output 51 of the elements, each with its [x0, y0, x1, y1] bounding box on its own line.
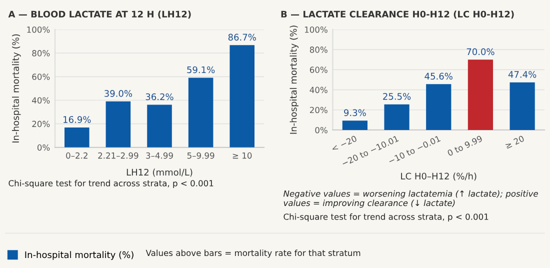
- data-label: 9.3%: [344, 109, 366, 116]
- y-tick-label: 40%: [32, 97, 50, 104]
- data-label: 70.0%: [466, 48, 494, 56]
- bar: [426, 84, 452, 130]
- x-tick-label: ≥ 10: [232, 152, 252, 159]
- text: Chi-square test for trend across strata, p < 0.001: [8, 180, 214, 188]
- y-tick-label: 40%: [310, 86, 328, 94]
- y-tick-label: 20%: [310, 106, 328, 114]
- data-label: 86.7%: [228, 34, 256, 41]
- data-label: 39.0%: [104, 90, 132, 97]
- x-tick-label: 0 to 9.99: [447, 135, 483, 156]
- x-tick-label: < −20: [331, 135, 358, 152]
- bar: [106, 101, 131, 148]
- bar: [64, 127, 90, 148]
- bar: [384, 104, 410, 130]
- chart-title: B — LACTATE CLEARANCE H0-H12 (LC H0-H12): [281, 10, 514, 19]
- y-tick-label: 0%: [37, 144, 50, 151]
- x-axis-title: LH12 (mmol/L): [126, 168, 192, 177]
- data-label: 25.5%: [383, 92, 411, 100]
- data-label: 45.6%: [424, 72, 452, 80]
- x-axis-title: LC H0–H12 (%/h): [401, 172, 476, 181]
- legend-label: In-hospital mortality (%): [25, 251, 134, 260]
- y-tick-label: 60%: [32, 74, 50, 80]
- bar: [342, 120, 368, 130]
- bar: [188, 78, 214, 148]
- text: Negative values = worsening lactatemia (↑ lactate); positive values = improving clearance (↓ lactate): [283, 190, 538, 208]
- text: Chi-square test for trend across strata, p < 0.001: [284, 213, 488, 222]
- bar: [468, 60, 494, 130]
- y-tick-label: 100%: [27, 26, 50, 33]
- y-tick-label: 80%: [310, 46, 328, 53]
- x-tick-label: 5–9.99: [187, 152, 214, 159]
- x-tick-label: 0–2.2: [66, 152, 88, 159]
- x-tick-label: 2.21–2.99: [98, 152, 138, 159]
- data-label: 36.2%: [146, 93, 174, 100]
- data-label: 59.1%: [187, 66, 215, 74]
- y-tick-label: 0%: [315, 126, 328, 134]
- bar: [147, 104, 172, 148]
- chart-title: A — BLOOD LACTATE AT 12 H (LH12): [8, 10, 191, 19]
- x-tick-label: 3–4.99: [146, 152, 173, 159]
- bar: [230, 45, 254, 148]
- y-axis-title: In-hospital mortality (%): [290, 26, 299, 134]
- data-label: 47.4%: [508, 70, 536, 78]
- text: Values above bars = mortality rate for that stratum: [146, 250, 360, 258]
- y-tick-label: 100%: [304, 26, 328, 33]
- y-tick-label: 80%: [32, 50, 50, 56]
- data-label: 16.9%: [64, 116, 91, 123]
- y-axis-title: In-hospital mortality (%): [12, 34, 21, 142]
- y-tick-label: 60%: [310, 66, 328, 73]
- x-tick-label: ≥ 20: [504, 135, 525, 149]
- y-tick-label: 20%: [32, 120, 50, 128]
- bar: [510, 82, 535, 130]
